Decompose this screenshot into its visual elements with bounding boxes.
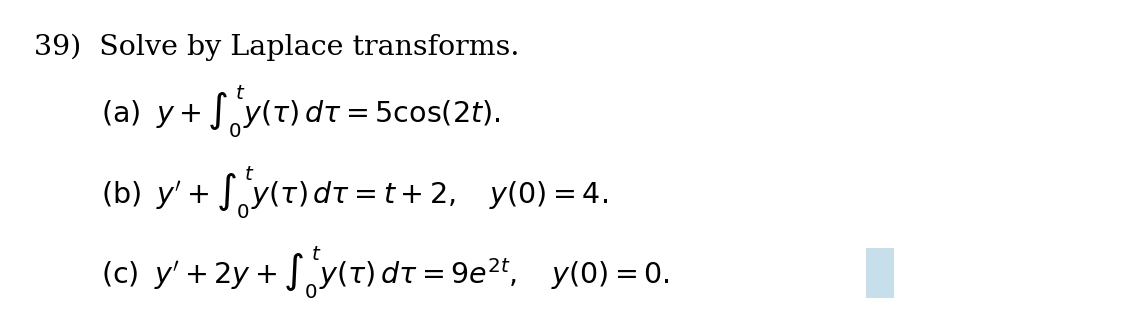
Text: 39)  Solve by Laplace transforms.: 39) Solve by Laplace transforms. — [34, 34, 519, 61]
Text: $\mathrm{(c)}\;\; y' + 2y + \int_0^{\,t} y(\tau)\,d\tau = 9e^{2t}, \quad y(0) = : $\mathrm{(c)}\;\; y' + 2y + \int_0^{\,t}… — [101, 244, 670, 300]
Text: $\mathrm{(a)}\;\; y + \int_0^{\,t} y(\tau)\,d\tau = 5\cos(2t).$: $\mathrm{(a)}\;\; y + \int_0^{\,t} y(\ta… — [101, 83, 500, 139]
Text: $\mathrm{(b)}\;\; y' + \int_0^{\,t} y(\tau)\,d\tau = t+2, \quad y(0) = 4.$: $\mathrm{(b)}\;\; y' + \int_0^{\,t} y(\t… — [101, 164, 608, 220]
